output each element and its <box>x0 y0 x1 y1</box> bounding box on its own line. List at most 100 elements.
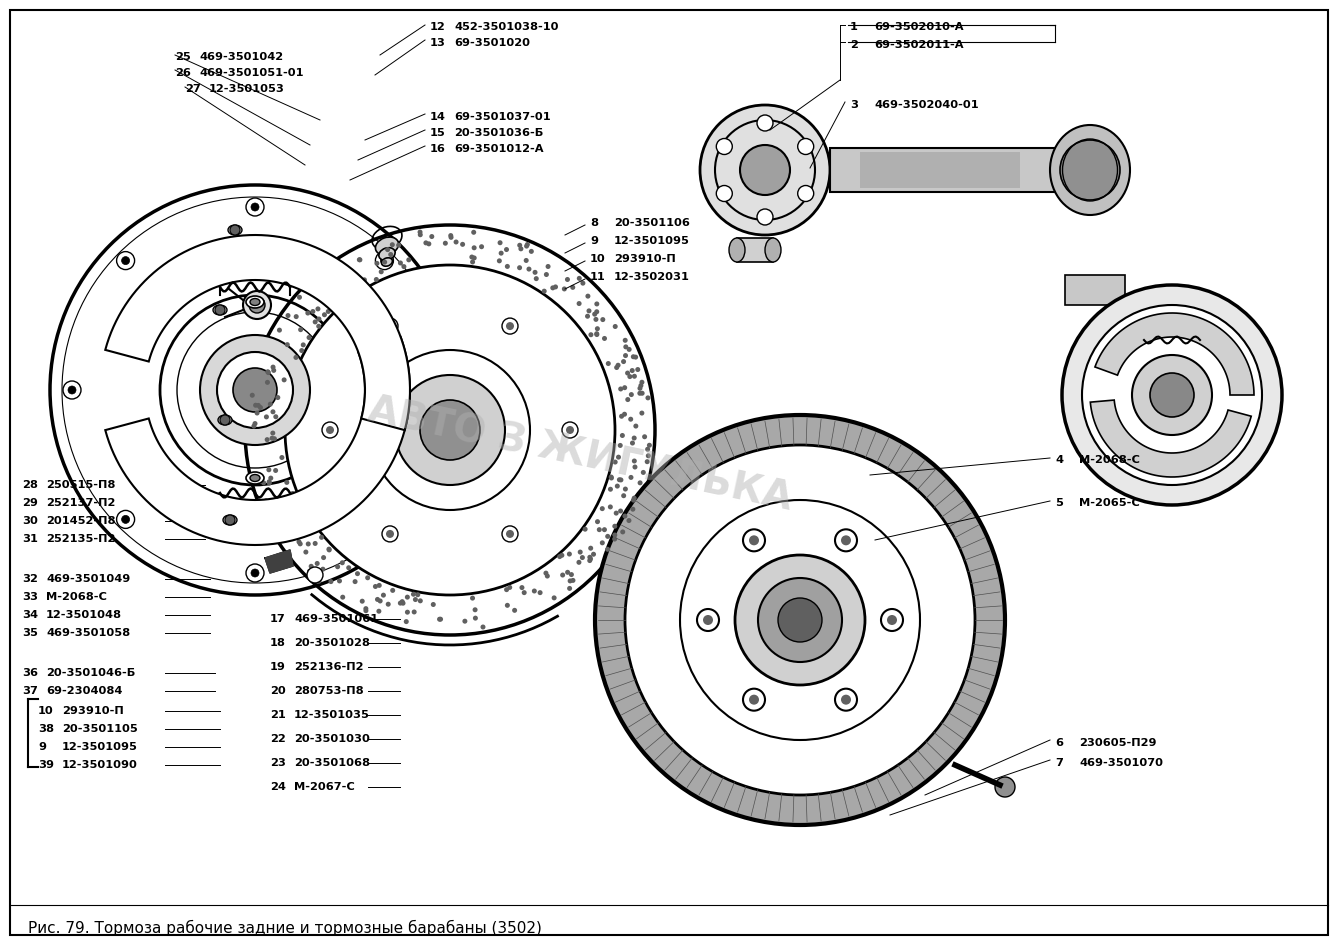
Circle shape <box>581 281 586 285</box>
Circle shape <box>297 540 301 544</box>
Text: 27: 27 <box>185 84 201 94</box>
Circle shape <box>637 386 642 391</box>
Text: 12-3501095: 12-3501095 <box>62 742 138 752</box>
Circle shape <box>578 549 583 555</box>
Circle shape <box>385 602 391 607</box>
Circle shape <box>264 498 269 503</box>
Circle shape <box>625 398 630 402</box>
Ellipse shape <box>126 341 136 349</box>
Circle shape <box>325 309 330 314</box>
Circle shape <box>749 535 759 545</box>
Text: 9: 9 <box>37 742 45 752</box>
Circle shape <box>614 365 619 370</box>
Circle shape <box>529 249 534 254</box>
Text: 20-3501030: 20-3501030 <box>294 734 369 744</box>
Circle shape <box>252 569 260 577</box>
Bar <box>860 152 1020 188</box>
Circle shape <box>361 277 367 283</box>
Circle shape <box>567 586 573 591</box>
Circle shape <box>273 414 278 419</box>
Circle shape <box>383 260 387 265</box>
Circle shape <box>587 555 593 560</box>
Text: 252135-П2: 252135-П2 <box>45 534 115 544</box>
Text: 14: 14 <box>429 112 446 122</box>
Circle shape <box>304 549 308 555</box>
Circle shape <box>545 574 550 578</box>
Circle shape <box>618 443 622 448</box>
Circle shape <box>633 354 638 360</box>
Circle shape <box>230 225 240 235</box>
Circle shape <box>391 588 395 593</box>
Circle shape <box>470 254 475 260</box>
Circle shape <box>605 534 610 539</box>
Circle shape <box>559 553 565 558</box>
Circle shape <box>757 115 773 131</box>
Text: 22: 22 <box>270 734 286 744</box>
Text: 12-3501095: 12-3501095 <box>614 236 690 246</box>
Circle shape <box>122 256 130 265</box>
Circle shape <box>594 332 599 336</box>
Circle shape <box>385 530 393 538</box>
Ellipse shape <box>376 237 399 255</box>
Circle shape <box>397 260 403 266</box>
Circle shape <box>280 455 285 460</box>
Circle shape <box>353 283 359 287</box>
Circle shape <box>322 422 339 438</box>
Circle shape <box>244 291 272 319</box>
Circle shape <box>463 619 467 624</box>
Circle shape <box>594 309 599 315</box>
Circle shape <box>434 386 442 394</box>
Circle shape <box>261 480 266 485</box>
Circle shape <box>246 198 264 216</box>
Text: 10: 10 <box>590 254 606 264</box>
Circle shape <box>389 242 395 247</box>
Circle shape <box>438 617 443 622</box>
Circle shape <box>383 318 397 334</box>
Circle shape <box>347 285 352 290</box>
Circle shape <box>265 437 270 442</box>
Circle shape <box>557 554 562 560</box>
Circle shape <box>630 441 636 446</box>
Circle shape <box>364 609 368 613</box>
Circle shape <box>499 251 503 255</box>
Circle shape <box>266 480 272 485</box>
Circle shape <box>407 257 411 263</box>
Circle shape <box>217 352 293 428</box>
Ellipse shape <box>195 505 203 514</box>
Circle shape <box>326 546 332 552</box>
Circle shape <box>562 286 567 291</box>
Circle shape <box>613 460 618 464</box>
Circle shape <box>567 552 571 557</box>
Circle shape <box>293 355 298 360</box>
Circle shape <box>254 411 260 415</box>
Circle shape <box>595 326 599 332</box>
Ellipse shape <box>250 299 260 305</box>
Circle shape <box>716 186 732 202</box>
Text: 469-3501049: 469-3501049 <box>45 574 130 584</box>
Circle shape <box>298 542 302 546</box>
Circle shape <box>585 314 590 318</box>
Circle shape <box>526 267 531 271</box>
Circle shape <box>341 295 347 300</box>
Bar <box>737 238 773 262</box>
Circle shape <box>601 317 605 322</box>
Text: 32: 32 <box>21 574 37 584</box>
Circle shape <box>306 567 322 583</box>
Circle shape <box>842 694 851 705</box>
Circle shape <box>397 601 403 606</box>
Circle shape <box>116 511 135 528</box>
Ellipse shape <box>250 475 260 481</box>
Text: АВТО З ЖИГУЛЬКА: АВТО З ЖИГУЛЬКА <box>364 392 796 519</box>
Circle shape <box>523 258 529 263</box>
Circle shape <box>316 306 321 312</box>
Circle shape <box>543 272 549 277</box>
Circle shape <box>314 560 320 566</box>
Ellipse shape <box>380 364 389 370</box>
Circle shape <box>697 609 719 631</box>
Circle shape <box>380 515 388 524</box>
Circle shape <box>305 311 310 316</box>
Text: 69-3502010-А: 69-3502010-А <box>874 22 963 32</box>
Circle shape <box>413 597 417 602</box>
Circle shape <box>268 514 273 520</box>
Circle shape <box>471 230 476 235</box>
